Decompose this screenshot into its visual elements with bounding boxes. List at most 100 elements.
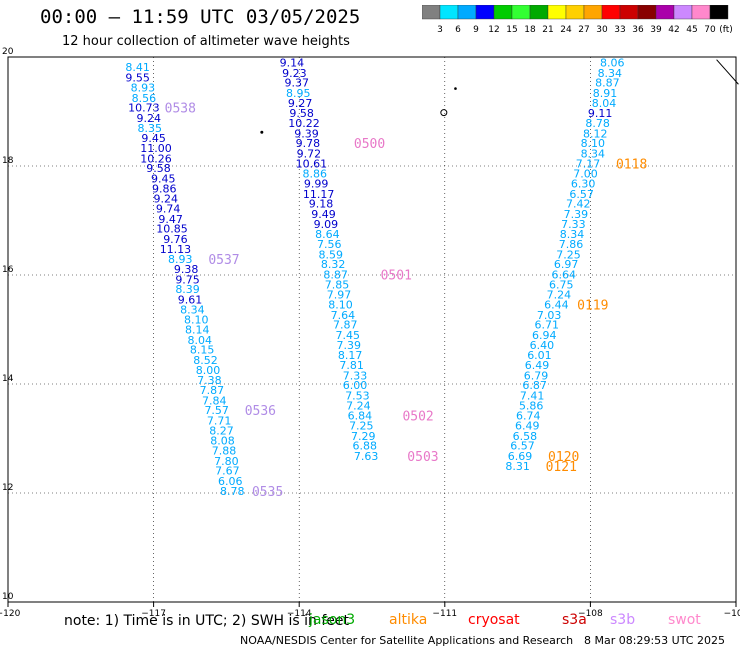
wave-height-label: 7.67 bbox=[215, 465, 240, 478]
wave-height-label: 7.53 bbox=[345, 389, 370, 402]
colorbar-label: 15 bbox=[506, 25, 517, 35]
colorbar-label: 27 bbox=[578, 25, 589, 35]
pass-time-label: 0120 bbox=[548, 450, 579, 465]
wave-height-label: 9.58 bbox=[289, 107, 314, 120]
wave-height-label: 9.49 bbox=[311, 208, 336, 221]
wave-height-label: 7.25 bbox=[556, 248, 581, 261]
wave-height-label: 11.17 bbox=[303, 188, 335, 201]
x-tick-label: −117 bbox=[141, 609, 166, 619]
wave-height-label: 8.78 bbox=[585, 117, 610, 130]
wave-height-label: 8.14 bbox=[185, 324, 210, 337]
wave-height-label: 7.87 bbox=[333, 319, 358, 332]
wave-height-label: 8.34 bbox=[560, 228, 585, 241]
wave-height-label: 10.61 bbox=[296, 157, 328, 170]
wave-height-label: 5.86 bbox=[519, 399, 544, 412]
colorbar-label: 9 bbox=[473, 25, 479, 35]
wave-height-label: 6.58 bbox=[513, 430, 538, 443]
wave-height-label: 9.09 bbox=[314, 218, 339, 231]
x-tick-label: −108 bbox=[578, 609, 603, 619]
wave-height-label: 9.18 bbox=[309, 198, 334, 211]
wave-height-label: 8.00 bbox=[196, 364, 221, 377]
colorbar-label: 30 bbox=[596, 25, 608, 35]
wave-height-label: 7.71 bbox=[207, 415, 232, 428]
colorbar-swatch bbox=[709, 5, 729, 20]
mission-label-altika: altika bbox=[389, 612, 428, 628]
footnote: note: 1) Time is in UTC; 2) SWH is in fe… bbox=[64, 613, 350, 629]
chart-subtitle: 12 hour collection of altimeter wave hei… bbox=[62, 34, 350, 49]
wave-height-label: 6.88 bbox=[352, 440, 377, 453]
wave-height-label: 8.17 bbox=[338, 349, 363, 362]
wave-height-label: 8.10 bbox=[328, 298, 353, 311]
wave-height-label: 8.12 bbox=[583, 127, 608, 140]
wave-height-label: 6.84 bbox=[348, 410, 373, 423]
wave-height-label: 6.57 bbox=[569, 188, 594, 201]
footer-timestamp: 8 Mar 08:29:53 UTC 2025 bbox=[584, 634, 725, 647]
wave-height-label: 8.86 bbox=[302, 168, 327, 181]
wave-height-label: 8.93 bbox=[168, 253, 193, 266]
wave-height-label: 8.52 bbox=[193, 354, 218, 367]
wave-height-label: 10.73 bbox=[128, 102, 160, 115]
y-tick-label: 18 bbox=[2, 156, 14, 166]
wave-height-label: 8.91 bbox=[593, 87, 618, 100]
wave-height-label: 9.24 bbox=[153, 193, 178, 206]
wave-height-label: 6.79 bbox=[524, 369, 549, 382]
wave-height-label: 8.32 bbox=[321, 258, 346, 271]
wave-height-label: 7.24 bbox=[547, 289, 572, 302]
colorbar-label: 42 bbox=[668, 25, 679, 35]
colorbar-label: 6 bbox=[455, 25, 461, 35]
wave-height-label: 8.08 bbox=[210, 435, 235, 448]
wave-height-label: 8.06 bbox=[600, 56, 625, 69]
pass-time-label: 0538 bbox=[165, 102, 196, 117]
wave-height-label: 9.37 bbox=[285, 77, 310, 90]
wave-height-label: 9.47 bbox=[158, 213, 183, 226]
wave-height-label: 9.14 bbox=[280, 56, 305, 69]
wave-height-label: 8.27 bbox=[209, 424, 234, 437]
wave-height-label: 6.69 bbox=[508, 450, 533, 463]
wave-height-label: 6.75 bbox=[549, 278, 574, 291]
y-tick-label: 20 bbox=[2, 47, 14, 57]
wave-height-label: 11.00 bbox=[140, 142, 172, 155]
wave-height-label: 7.81 bbox=[339, 359, 364, 372]
wave-height-label: 9.61 bbox=[178, 294, 203, 307]
pass-time-label: 0500 bbox=[354, 137, 385, 152]
wave-height-label: 9.99 bbox=[304, 177, 329, 190]
wave-height-label: 7.84 bbox=[202, 394, 227, 407]
wave-height-label: 7.64 bbox=[331, 309, 356, 322]
wave-height-label: 9.11 bbox=[588, 107, 613, 120]
y-tick-label: 14 bbox=[2, 374, 14, 384]
wave-height-label: 7.86 bbox=[559, 238, 584, 251]
x-tick-label: −105 bbox=[724, 609, 740, 619]
y-tick-label: 10 bbox=[2, 592, 14, 602]
wave-height-label: 8.56 bbox=[132, 92, 157, 105]
wave-height-label: 6.71 bbox=[534, 319, 559, 332]
wave-height-label: 9.74 bbox=[156, 203, 181, 216]
pass-time-label: 0537 bbox=[208, 253, 239, 268]
wave-height-label: 9.58 bbox=[146, 162, 171, 175]
wave-height-label: 7.00 bbox=[573, 168, 598, 181]
wave-height-label: 7.57 bbox=[204, 404, 229, 417]
mission-label-jason3: jason3 bbox=[309, 612, 356, 628]
wave-height-label: 9.23 bbox=[282, 67, 307, 80]
wave-height-label: 6.44 bbox=[544, 298, 569, 311]
wave-height-label: 8.34 bbox=[598, 67, 623, 80]
mission-label-cryosat: cryosat bbox=[468, 612, 520, 628]
wave-height-label: 9.27 bbox=[288, 97, 313, 110]
wave-height-label: 7.88 bbox=[212, 444, 237, 457]
x-tick-label: −111 bbox=[432, 609, 457, 619]
wave-height-label: 8.59 bbox=[318, 248, 343, 261]
wave-height-label: 7.80 bbox=[214, 455, 239, 468]
wave-height-label: 7.03 bbox=[537, 309, 562, 322]
wave-height-label: 9.45 bbox=[151, 173, 176, 186]
wave-height-label: 6.57 bbox=[510, 440, 535, 453]
island-marker bbox=[260, 130, 264, 134]
pass-time-label: 0535 bbox=[252, 485, 283, 500]
mission-label-s3a: s3a bbox=[562, 612, 587, 628]
x-tick-label: −114 bbox=[287, 609, 312, 619]
coastline bbox=[716, 59, 739, 85]
mission-label-s3b: s3b bbox=[610, 612, 636, 628]
wave-height-label: 9.45 bbox=[141, 132, 166, 145]
mission-label-swot: swot bbox=[668, 612, 701, 628]
wave-height-label: 9.86 bbox=[152, 182, 177, 195]
wave-height-label: 10.85 bbox=[156, 223, 188, 236]
